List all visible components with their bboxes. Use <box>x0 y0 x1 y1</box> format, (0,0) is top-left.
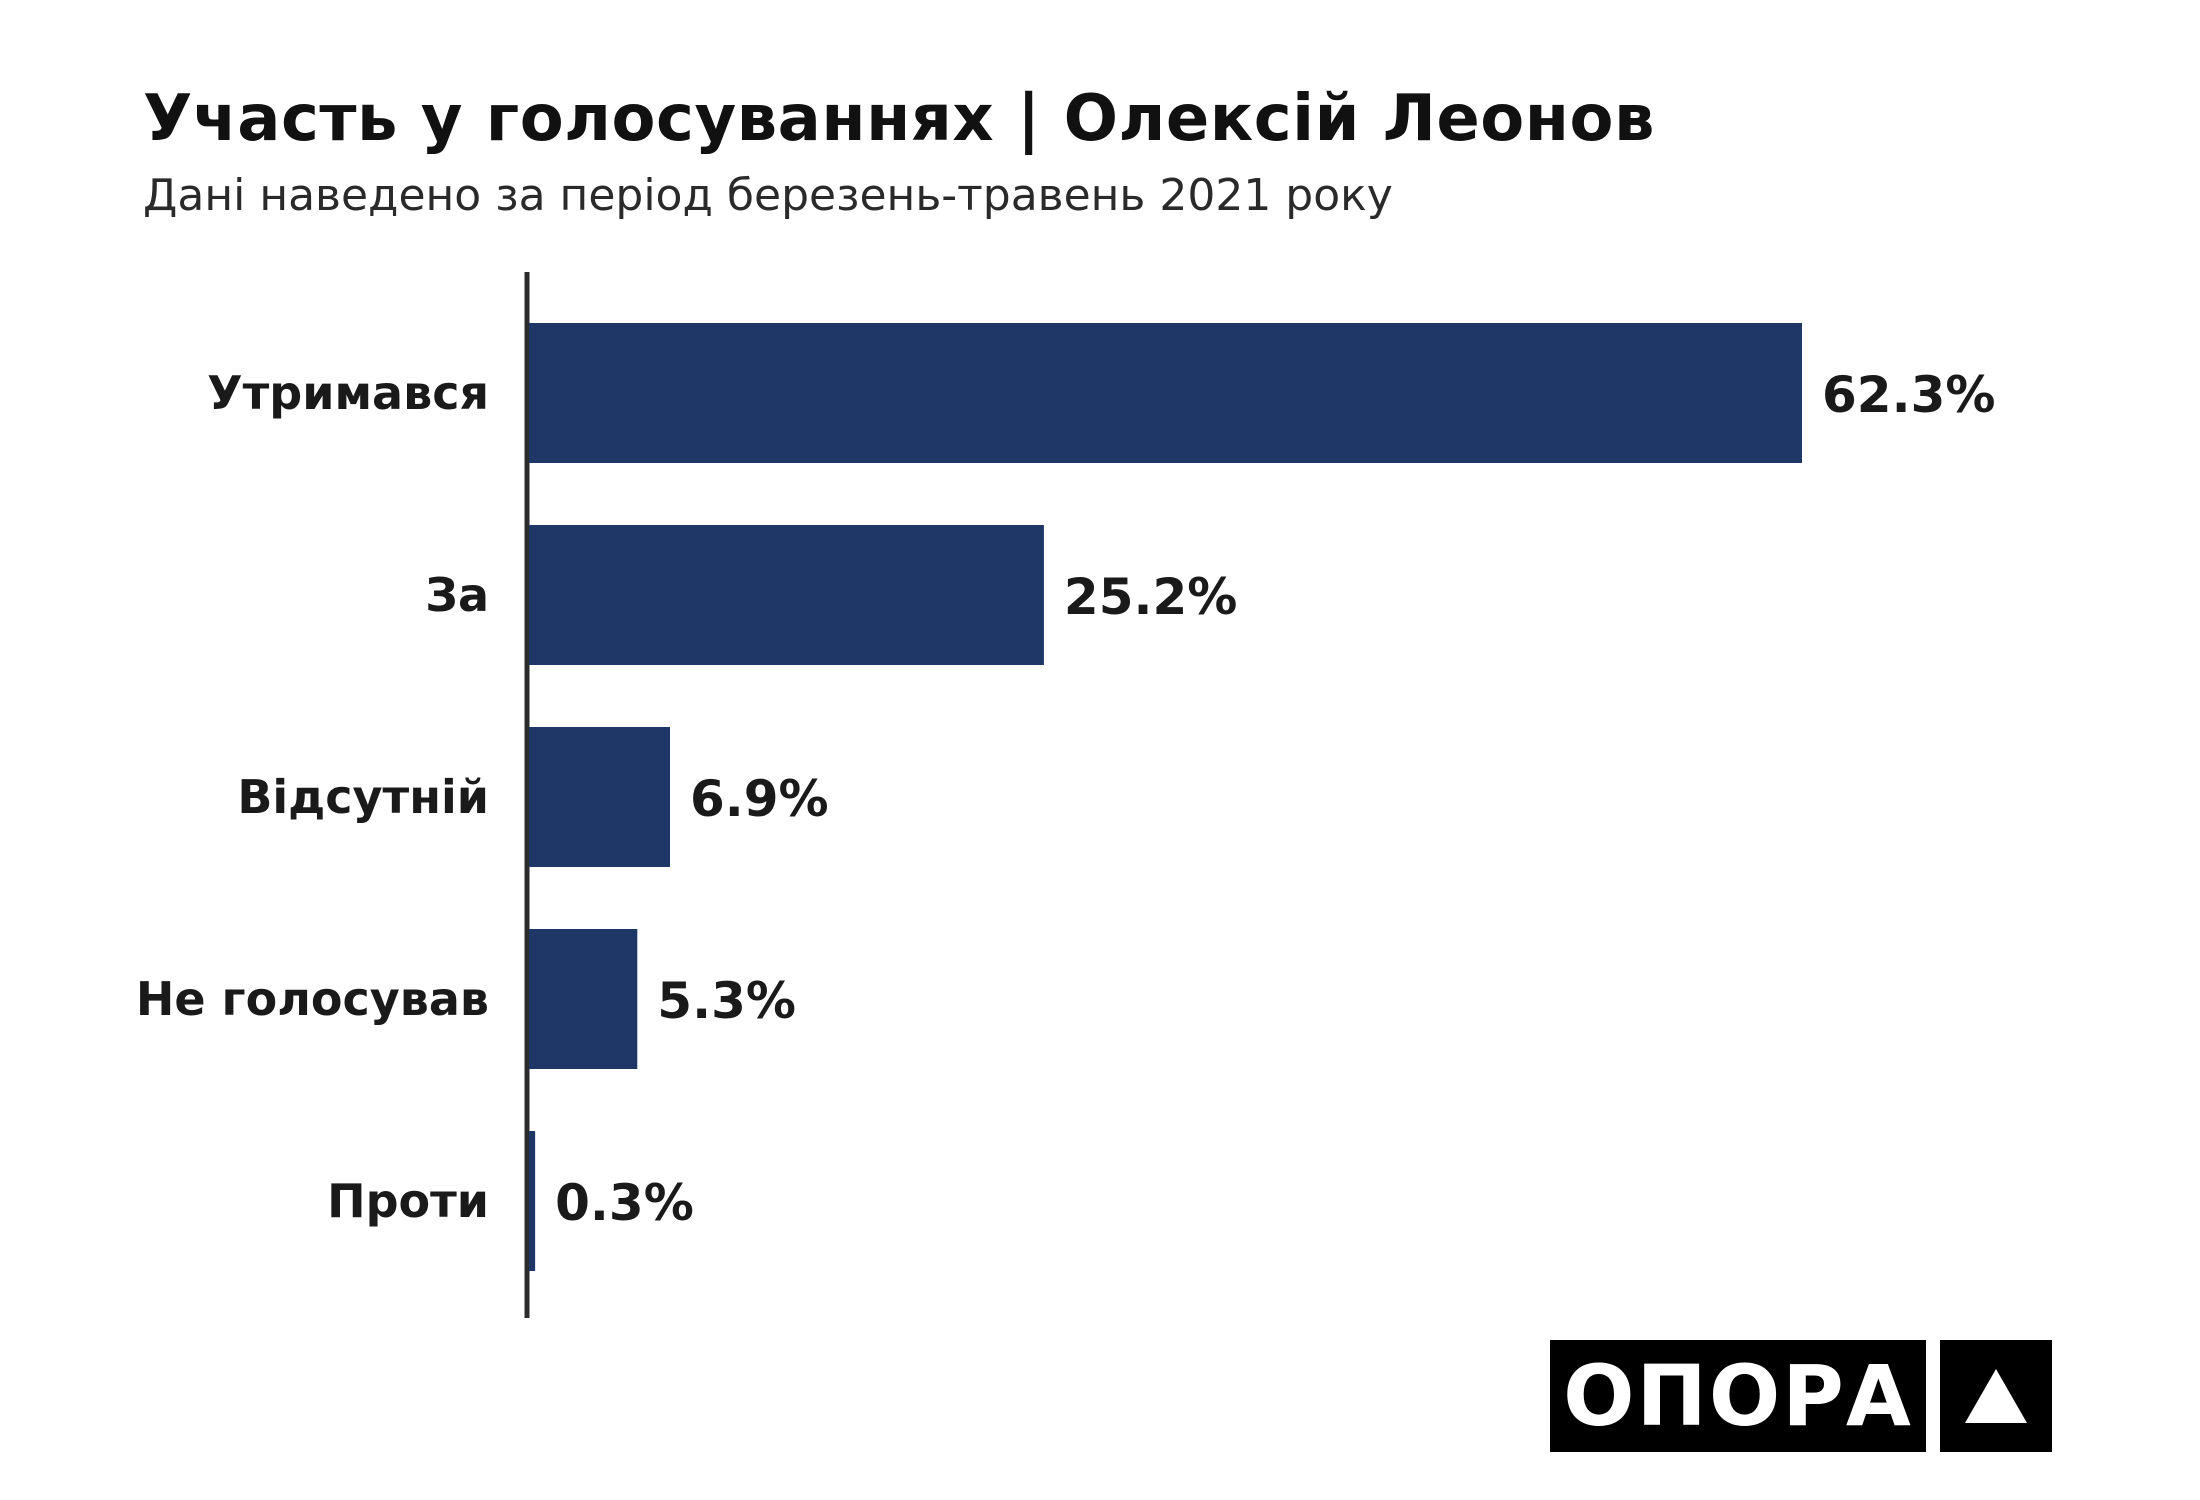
value-label: 0.3% <box>555 1174 694 1232</box>
value-label: 5.3% <box>657 972 796 1030</box>
bar-3 <box>529 929 638 1069</box>
value-label: 25.2% <box>1064 568 1237 626</box>
chart-subtitle: Дані наведено за період березень-травень… <box>143 170 1393 221</box>
value-label: 62.3% <box>1822 366 1995 424</box>
category-label: Проти <box>327 1174 489 1228</box>
bar-2 <box>529 727 670 867</box>
category-label: Відсутній <box>237 770 489 824</box>
bar-0 <box>529 323 1802 463</box>
bar-1 <box>529 525 1044 665</box>
category-label: За <box>425 568 489 622</box>
value-label: 6.9% <box>690 770 829 828</box>
triangle-icon <box>1940 1340 2052 1452</box>
opora-logo: ОПОРА <box>1550 1340 2052 1452</box>
logo-text: ОПОРА <box>1550 1340 1926 1452</box>
category-label: Утримався <box>207 366 489 420</box>
category-label: Не голосував <box>136 972 489 1026</box>
chart-title: Участь у голосуваннях | Олексій Леонов <box>143 82 1655 156</box>
bar-4 <box>529 1131 536 1271</box>
